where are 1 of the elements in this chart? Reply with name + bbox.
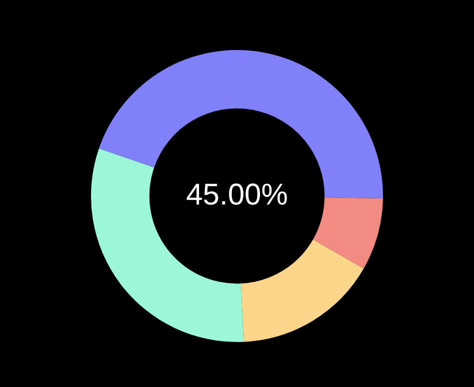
- text: 45.00%: [186, 178, 288, 212]
